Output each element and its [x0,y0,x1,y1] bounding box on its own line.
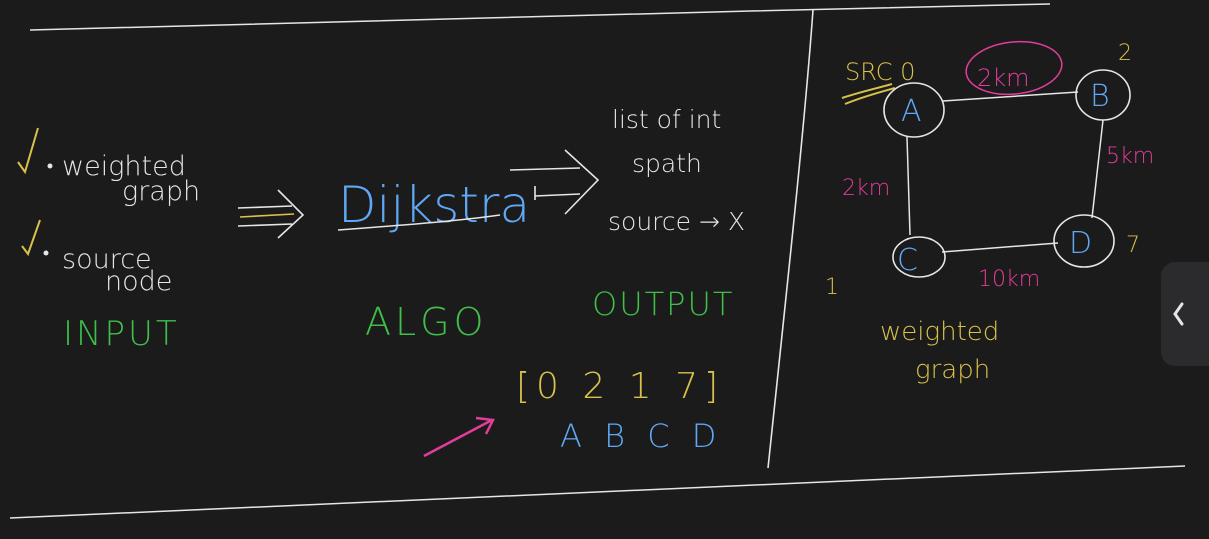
node-b-dist: 2 [1118,41,1132,66]
weight-b-d: 5km [1106,144,1154,169]
input-item-1: weighted [62,151,186,182]
weight-highlight [965,40,1063,96]
graph-caption-2: graph [915,355,990,385]
node-d-label: D [1069,226,1092,261]
output-line-2: spath [632,149,702,178]
pointer-arrow [423,416,495,458]
algo-name: Dijkstra [338,176,530,234]
src-label: SRC 0 [845,58,915,86]
node-c-dist: 1 [825,275,839,300]
algo-section: Dijkstra ALGO [337,176,530,344]
output-section: list of int spath source → X OUTPUT [0 2… [423,105,745,458]
algo-label: ALGO [365,300,488,344]
input-item-1b: graph [122,176,200,207]
bottom-divider [9,465,1186,519]
edge-a-b [942,91,1079,102]
output-line-3: source → X [608,207,745,236]
output-line-1: list of int [612,105,721,134]
edge-b-d [1091,119,1104,219]
weight-a-b: 2km [977,64,1030,92]
side-panel-handle[interactable] [1161,262,1209,366]
node-a [883,82,945,138]
double-arrow-icon [237,189,305,239]
node-c-label: C [897,243,918,278]
edge-c-d [941,242,1059,253]
node-c [892,236,946,278]
input-item-2b: node [105,266,172,297]
vertical-divider [767,9,814,469]
node-b [1075,69,1131,121]
graph-section: SRC 0 2km 5km 2km 10km A B 2 C 1 D 7 wei… [825,40,1154,385]
node-b-label: B [1090,79,1110,114]
edge-a-c [906,136,911,236]
weight-c-d: 10km [978,267,1040,292]
output-nodes: A B C D [560,417,722,455]
graph-caption-1: weighted [880,317,999,347]
output-label: OUTPUT [592,285,734,323]
input-label: INPUT [63,314,180,354]
top-divider [29,3,1051,31]
check-icon [21,219,41,257]
input-section: weighted graph source node INPUT [17,127,200,354]
chevron-left-icon [1173,302,1184,326]
node-d [1053,214,1115,268]
weight-a-c: 2km [842,176,890,201]
arrow-icon [509,149,600,215]
output-array: [0 2 1 7] [516,366,724,407]
check-icon [17,127,39,175]
node-a-label: A [901,94,922,129]
node-d-dist: 7 [1126,233,1140,258]
input-item-2: source [62,244,152,275]
